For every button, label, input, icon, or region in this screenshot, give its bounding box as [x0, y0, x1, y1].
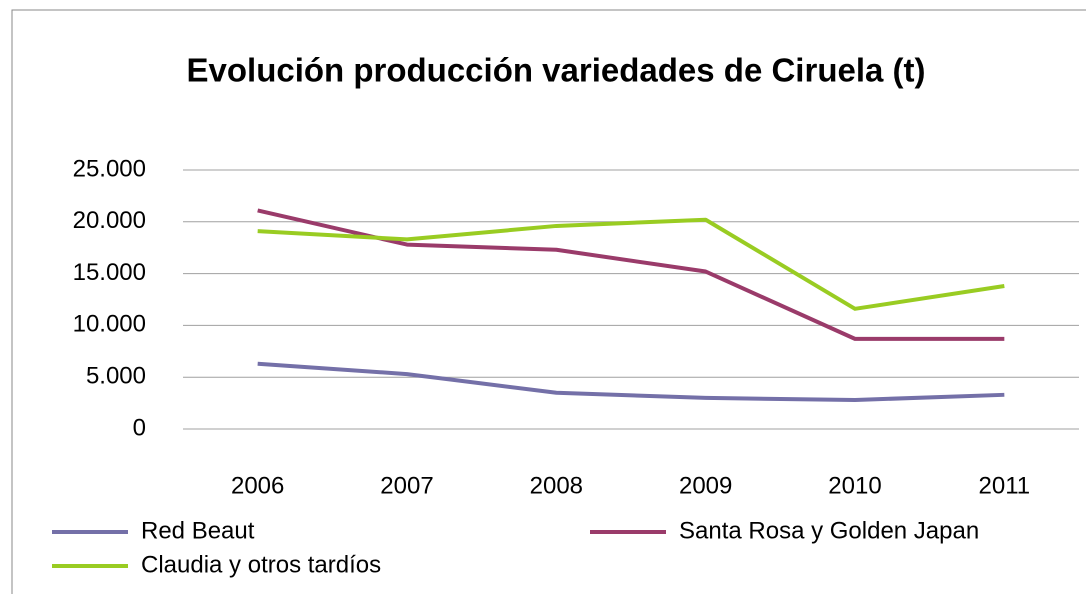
chart-title: Evolución producción variedades de Cirue…	[187, 52, 926, 89]
legend-label: Red Beaut	[141, 517, 255, 544]
y-tick-label: 15.000	[73, 259, 146, 286]
y-tick-label: 5.000	[86, 363, 146, 390]
line-series	[257, 217, 1005, 311]
x-tick-label: 2006	[231, 472, 284, 499]
line-series	[257, 361, 1005, 402]
x-tick-label: 2008	[530, 472, 583, 499]
chart-frame	[11, 9, 1086, 594]
x-tick-label: 2011	[979, 472, 1031, 499]
x-tick-label: 2007	[380, 472, 433, 499]
legend-label: Santa Rosa y Golden Japan	[679, 517, 979, 544]
x-tick-label: 2010	[828, 472, 881, 499]
y-tick-label: 10.000	[73, 311, 146, 338]
y-tick-label: 25.000	[73, 155, 146, 182]
x-tick-label: 2009	[679, 472, 732, 499]
y-tick-label: 0	[133, 414, 146, 441]
y-tick-label: 20.000	[73, 207, 146, 234]
legend-label: Claudia y otros tardíos	[141, 551, 381, 578]
